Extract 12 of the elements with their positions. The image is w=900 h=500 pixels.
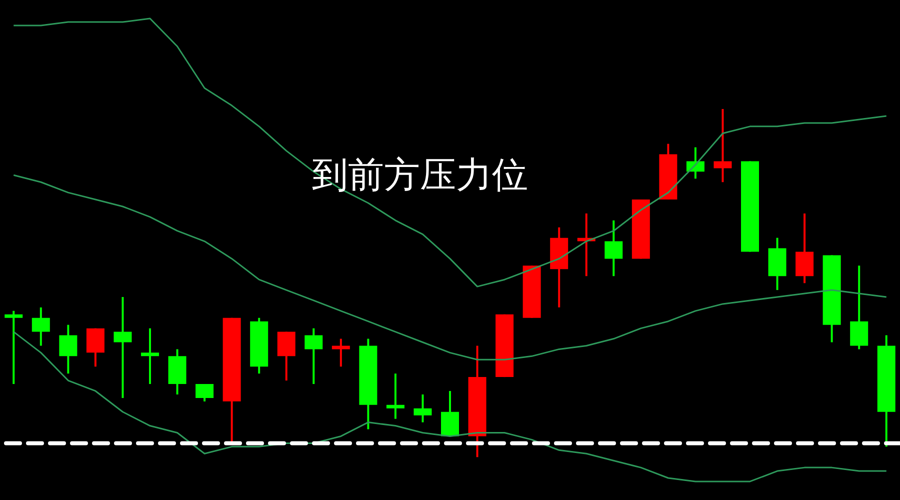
candlestick: [32, 306, 50, 347]
candlestick: [114, 296, 132, 399]
candlestick: [304, 327, 323, 386]
candlestick: [59, 324, 78, 375]
candlestick: [414, 393, 432, 424]
candlestick: [604, 219, 623, 278]
candlestick: [196, 383, 214, 402]
candlestick: [386, 372, 404, 420]
candlestick: [4, 310, 23, 386]
candlestick: [714, 108, 732, 184]
candlestick: [332, 338, 350, 368]
candlestick: [141, 327, 159, 386]
